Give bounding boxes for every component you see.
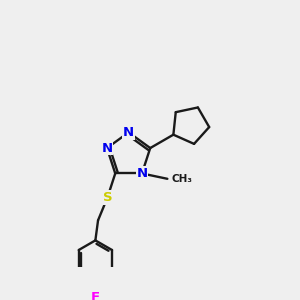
- Text: N: N: [123, 126, 134, 139]
- Text: F: F: [91, 291, 100, 300]
- Text: N: N: [101, 142, 112, 154]
- Text: S: S: [103, 191, 112, 204]
- Text: CH₃: CH₃: [171, 174, 192, 184]
- Text: N: N: [136, 167, 148, 180]
